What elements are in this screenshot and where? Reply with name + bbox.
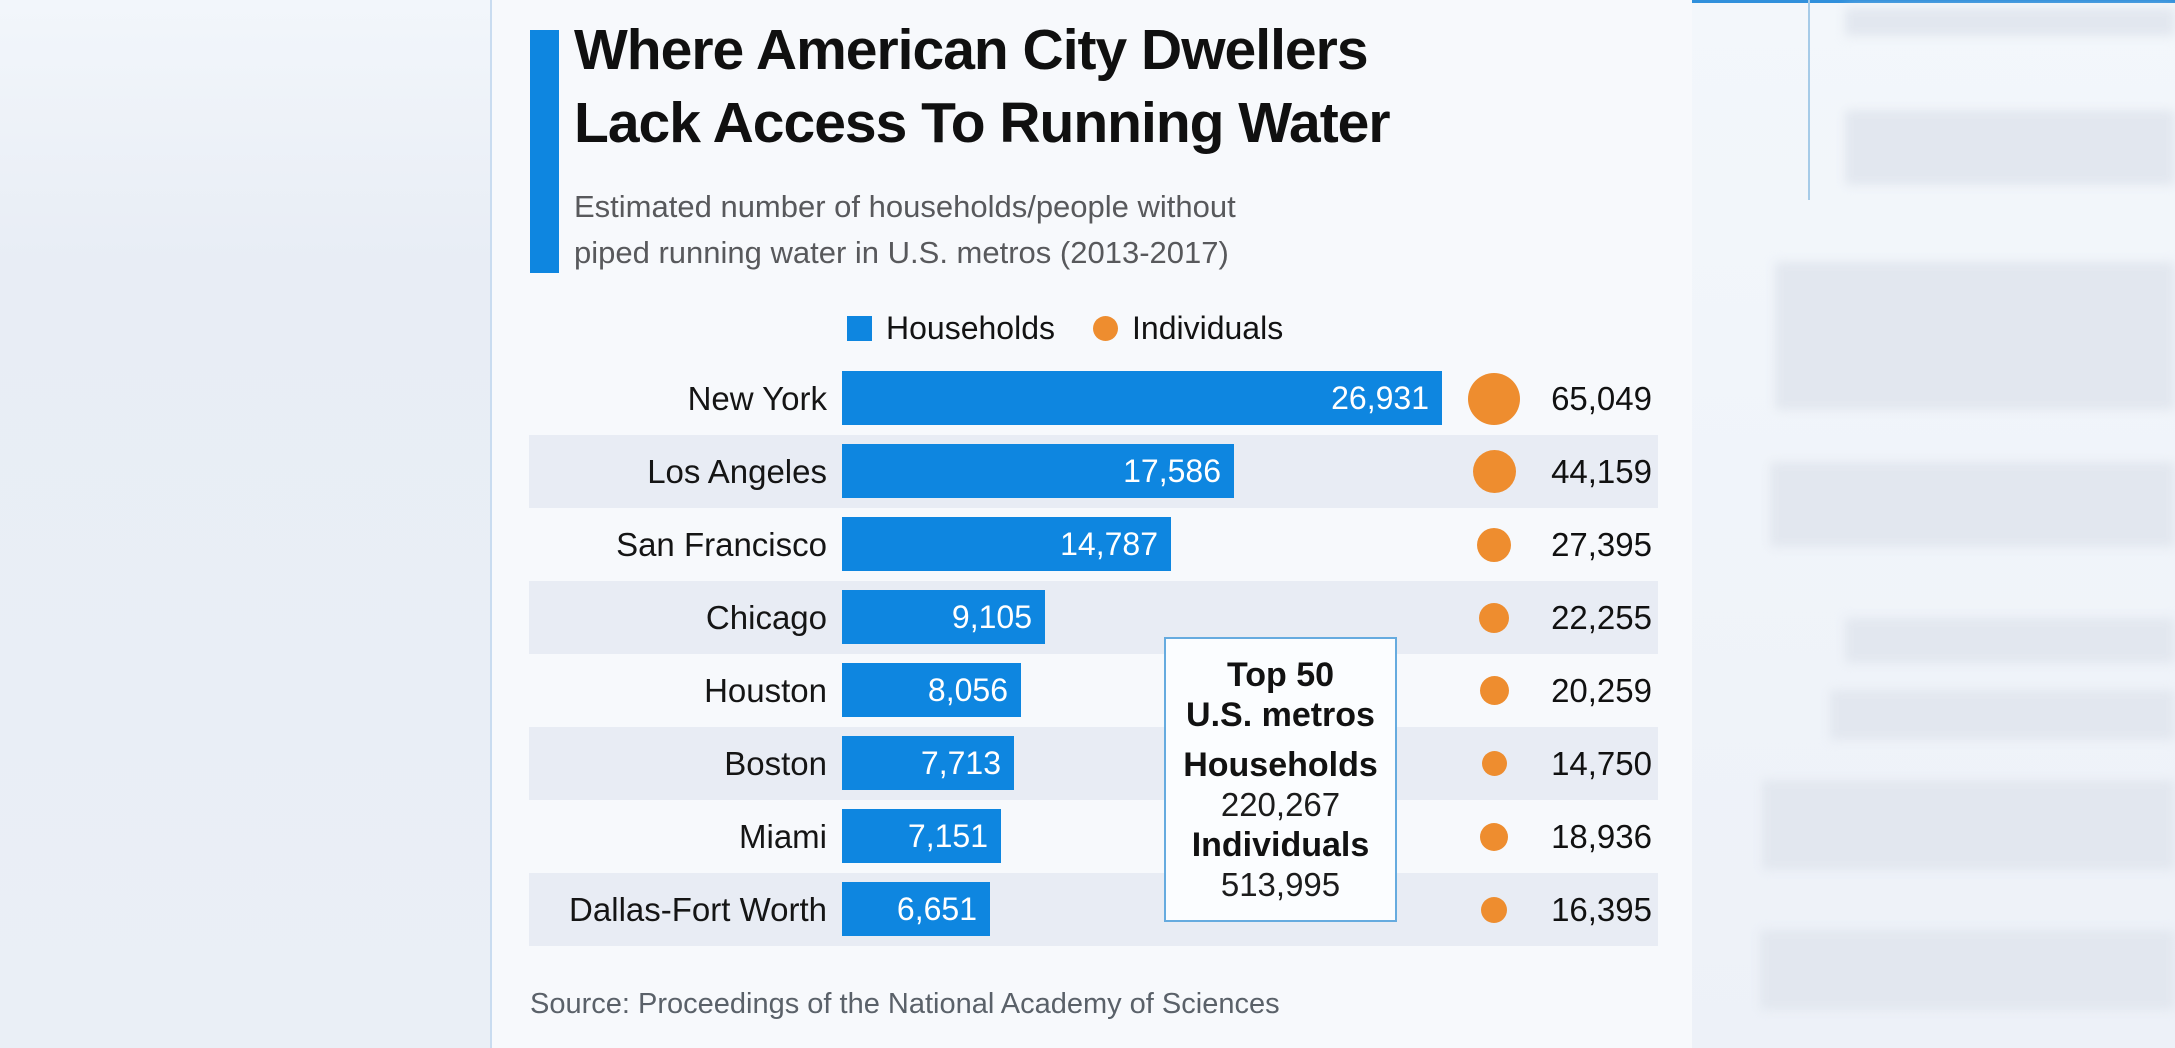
infographic-card: Where American City Dwellers Lack Access… bbox=[490, 0, 1692, 1048]
households-bar: 7,713 bbox=[842, 736, 1014, 790]
households-legend-label: Households bbox=[886, 309, 1055, 346]
households-bar: 17,586 bbox=[842, 444, 1234, 498]
chart-subtitle-line1: Estimated number of households/people wi… bbox=[574, 189, 1236, 224]
annotation-title-line1: Top 50 bbox=[1226, 655, 1335, 694]
individuals-circle-icon bbox=[1477, 527, 1511, 562]
households-value-label: 7,151 bbox=[907, 817, 988, 854]
individuals-circle-icon bbox=[1479, 602, 1509, 633]
annotation-households-value: 220,267 bbox=[1220, 785, 1341, 823]
city-label: Los Angeles bbox=[647, 452, 827, 490]
individuals-value-label: 27,395 bbox=[1551, 525, 1652, 563]
chart-title: Where American City Dwellers Lack Access… bbox=[574, 14, 1684, 160]
placeholder-block bbox=[1775, 262, 2175, 410]
individuals-value-label: 16,395 bbox=[1551, 890, 1652, 928]
chart-row-los-angeles: Los Angeles 17,586 44,159 bbox=[529, 435, 1658, 508]
individuals-value-label: 65,049 bbox=[1551, 379, 1652, 417]
chart-title-line1: Where American City Dwellers bbox=[574, 18, 1369, 82]
chart-row-houston: Houston 8,056 20,259 bbox=[529, 654, 1658, 727]
placeholder-block bbox=[1845, 8, 2175, 36]
chart-subtitle-line2: piped running water in U.S. metros (2013… bbox=[574, 235, 1229, 270]
individuals-value-label: 44,159 bbox=[1551, 452, 1652, 490]
households-bar: 9,105 bbox=[842, 590, 1045, 644]
individuals-value-label: 14,750 bbox=[1551, 744, 1652, 782]
background-left-blur bbox=[0, 0, 490, 1048]
households-value-label: 17,586 bbox=[1123, 452, 1221, 489]
city-label: Chicago bbox=[705, 598, 827, 636]
bar-chart-rows: New York 26,931 65,049 Los Angeles 17,586 44,… bbox=[529, 362, 1658, 946]
individuals-value-label: 22,255 bbox=[1551, 598, 1652, 636]
households-bar: 7,151 bbox=[842, 809, 1001, 863]
individuals-circle-icon bbox=[1480, 822, 1508, 851]
chart-row-miami: Miami 7,151 18,936 bbox=[529, 800, 1658, 873]
annotation-individuals-label: Individuals bbox=[1191, 825, 1370, 864]
chart-row-san-francisco: San Francisco 14,787 27,395 bbox=[529, 508, 1658, 581]
individuals-value-label: 20,259 bbox=[1551, 671, 1652, 709]
chart-subtitle: Estimated number of households/people wi… bbox=[574, 184, 1624, 276]
placeholder-block bbox=[1830, 690, 2175, 740]
chart-legend: Households Individuals bbox=[847, 308, 1283, 348]
summary-annotation-box: Top 50 U.S. metros Households 220,267 In… bbox=[1164, 637, 1397, 922]
source-note: Source: Proceedings of the National Acad… bbox=[530, 988, 1280, 1020]
chart-title-line2: Lack Access To Running Water bbox=[574, 91, 1391, 155]
placeholder-block bbox=[1845, 110, 2175, 185]
households-value-label: 14,787 bbox=[1060, 525, 1158, 562]
chart-row-dallas-fort-worth: Dallas-Fort Worth 6,651 16,395 bbox=[529, 873, 1658, 946]
households-bar: 6,651 bbox=[842, 882, 990, 936]
title-accent-bar bbox=[530, 30, 559, 273]
households-value-label: 9,105 bbox=[951, 598, 1032, 635]
chart-row-boston: Boston 7,713 14,750 bbox=[529, 727, 1658, 800]
city-label: Miami bbox=[739, 817, 827, 855]
chart-row-chicago: Chicago 9,105 22,255 bbox=[529, 581, 1658, 654]
households-bar: 8,056 bbox=[842, 663, 1021, 717]
households-bar: 14,787 bbox=[842, 517, 1171, 571]
individuals-circle-icon bbox=[1472, 450, 1516, 493]
placeholder-block bbox=[1762, 780, 2175, 870]
households-value-label: 8,056 bbox=[927, 671, 1008, 708]
city-label: Boston bbox=[724, 744, 827, 782]
placeholder-block bbox=[1770, 462, 2175, 547]
individuals-circle-icon bbox=[1481, 896, 1507, 923]
individuals-legend-label: Individuals bbox=[1132, 309, 1284, 346]
city-label: Houston bbox=[704, 671, 827, 709]
city-label: New York bbox=[687, 379, 827, 417]
placeholder-block bbox=[1760, 930, 2175, 1010]
placeholder-block bbox=[1845, 618, 2175, 663]
individuals-value-label: 18,936 bbox=[1551, 817, 1652, 855]
individuals-circle-icon bbox=[1468, 372, 1520, 425]
households-legend-swatch-icon bbox=[847, 315, 872, 341]
individuals-circle-icon bbox=[1479, 676, 1509, 705]
city-label: San Francisco bbox=[616, 525, 827, 563]
annotation-title-line2: U.S. metros bbox=[1186, 695, 1375, 734]
background-vertical-line bbox=[1808, 0, 1810, 200]
background-top-blue-line bbox=[1692, 0, 2175, 3]
households-value-label: 7,713 bbox=[920, 744, 1001, 781]
households-bar: 26,931 bbox=[842, 371, 1442, 425]
individuals-legend-swatch-icon bbox=[1093, 315, 1118, 341]
chart-row-new-york: New York 26,931 65,049 bbox=[529, 362, 1658, 435]
individuals-circle-icon bbox=[1481, 751, 1507, 776]
city-label: Dallas-Fort Worth bbox=[569, 890, 827, 928]
annotation-individuals-value: 513,995 bbox=[1220, 865, 1341, 903]
households-value-label: 26,931 bbox=[1331, 379, 1429, 416]
annotation-households-label: Households bbox=[1183, 745, 1378, 784]
households-value-label: 6,651 bbox=[896, 890, 977, 927]
